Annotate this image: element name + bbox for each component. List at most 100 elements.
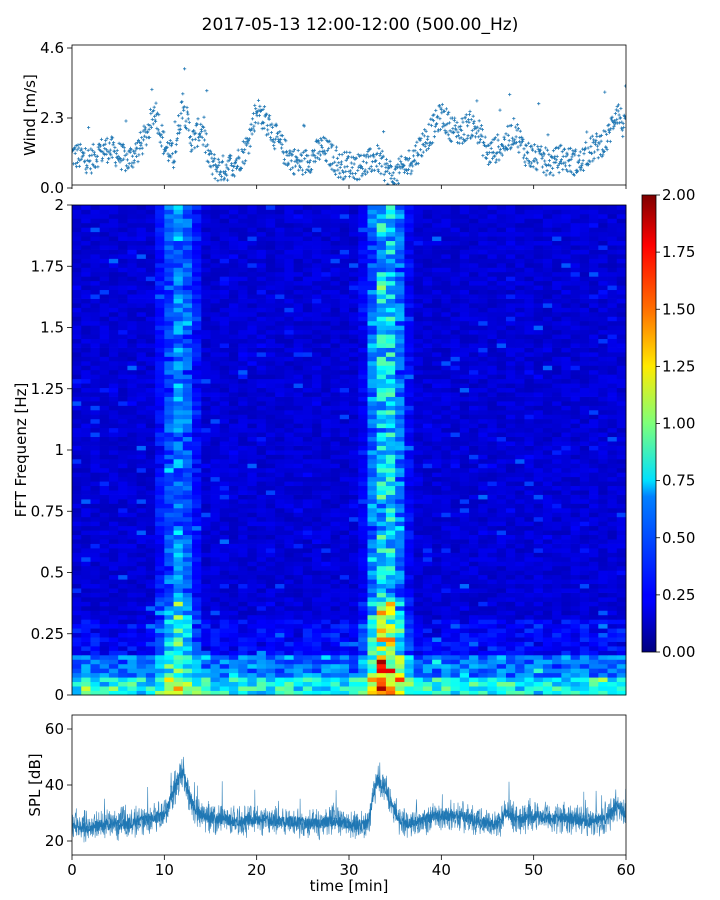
spectrogram-cell <box>210 450 221 455</box>
spectrogram-cell <box>247 343 258 348</box>
spectrogram-cell <box>330 352 341 357</box>
spectrogram-cell <box>312 534 322 540</box>
spectrogram-cell <box>247 597 258 602</box>
spectrogram-cell <box>247 552 258 558</box>
spectrogram-cell <box>579 472 590 478</box>
spectrogram-cell <box>155 601 165 607</box>
spectrogram-cell <box>127 619 138 625</box>
spectrogram-cell <box>99 490 110 495</box>
spectrogram-cell <box>118 356 128 362</box>
spectrogram-cell <box>432 325 442 331</box>
spectrogram-cell <box>238 646 248 651</box>
spectrogram-cell <box>238 668 248 674</box>
spectrogram-cell <box>81 481 91 487</box>
spectrogram-cell <box>219 365 230 371</box>
spectrogram-cell <box>90 659 101 665</box>
spectrogram-cell <box>99 423 110 429</box>
spectrogram-cell <box>275 561 285 567</box>
spectrogram-cell <box>441 454 451 460</box>
spectrogram-cell <box>441 432 451 438</box>
spectrogram-cell <box>395 392 405 397</box>
spectrogram-cell <box>524 392 535 397</box>
spectrogram-cell <box>339 641 350 647</box>
spectrogram-cell <box>118 646 128 651</box>
spectrogram-cell <box>579 610 590 616</box>
spectrogram-cell <box>450 490 461 495</box>
spectrogram-cell <box>469 325 479 331</box>
spectrogram-cell <box>192 503 202 509</box>
spectrogram-cell <box>173 392 184 397</box>
spectrogram-cell <box>469 534 479 540</box>
spectrogram-cell <box>358 525 368 531</box>
spectrogram-cell <box>616 334 627 340</box>
spectrogram-cell <box>81 641 91 647</box>
spectrogram-cell <box>155 574 165 580</box>
spectrogram-cell <box>570 686 581 691</box>
spectrogram-cell <box>395 374 405 380</box>
spectrogram-cell <box>450 383 461 389</box>
spectrogram-cell <box>81 632 91 638</box>
spectrogram-cell <box>164 681 174 687</box>
spectrogram-cell <box>228 583 239 589</box>
spectrogram-cell <box>265 681 276 687</box>
spectrogram-cell <box>256 365 267 371</box>
spectrogram-cell <box>275 681 285 687</box>
spectrogram-cell <box>616 614 627 620</box>
spectrogram-cell <box>496 530 507 536</box>
spectrogram-cell <box>118 686 128 691</box>
spectrogram-cell <box>145 574 156 580</box>
spectrogram-cell <box>376 588 387 593</box>
spectrogram-cell <box>552 521 562 527</box>
spectrogram-cell <box>228 383 239 389</box>
spectrogram-cell <box>533 392 544 397</box>
spectrogram-cell <box>561 654 571 660</box>
spectrogram-cell <box>210 623 221 629</box>
spectrogram-cell <box>376 454 387 460</box>
spectrogram-cell <box>293 556 304 562</box>
spectrogram-cell <box>72 601 82 607</box>
spectrogram-cell <box>118 672 128 678</box>
spectrogram-cell <box>238 525 248 531</box>
spectrogram-cell <box>367 561 378 567</box>
spectrogram-cell <box>145 374 156 380</box>
spectrogram-cell <box>173 481 184 487</box>
spectrogram-cell <box>607 552 618 558</box>
spectrogram-cell <box>145 432 156 438</box>
spectrogram-cell <box>210 490 221 495</box>
spectrogram-cell <box>302 463 313 469</box>
spectrogram-cell <box>210 329 221 335</box>
spectrogram-cell <box>293 360 304 366</box>
spectrogram-cell <box>108 441 119 446</box>
spectrogram-cell <box>173 409 184 415</box>
spectrogram-cell <box>90 436 101 442</box>
spectrogram-cell <box>238 490 248 495</box>
spectrogram-cell <box>312 503 322 509</box>
spectrogram-cell <box>469 383 479 389</box>
spectrogram-cell <box>155 516 165 522</box>
spectrogram-cell <box>598 668 608 674</box>
spectrogram-cell <box>505 499 516 504</box>
spectrogram-cell <box>432 521 442 527</box>
spectrogram-cell <box>284 646 294 651</box>
spectrogram-cell <box>275 329 285 335</box>
spectrogram-cell <box>561 681 571 687</box>
spectrogram-cell <box>459 525 470 531</box>
spectrogram-cell <box>515 681 525 687</box>
spectrogram-cell <box>422 472 433 478</box>
spectrogram-cell <box>570 663 581 669</box>
spectrogram-cell <box>164 383 174 389</box>
spectrogram-cell <box>496 405 507 411</box>
spectrogram-cell <box>265 663 276 669</box>
spectrogram-cell <box>478 356 488 362</box>
spectrogram-cell <box>238 503 248 509</box>
spectrogram-cell <box>413 556 424 562</box>
spectrogram-cell <box>99 588 110 593</box>
spectrogram-cell <box>228 570 239 576</box>
spectrogram-cell <box>552 592 562 598</box>
spectrogram-cell <box>542 432 553 438</box>
spectrogram-cell <box>72 623 82 629</box>
spectrogram-cell <box>108 588 119 593</box>
spectrogram-cell <box>99 387 110 393</box>
spectrogram-cell <box>524 516 535 522</box>
spectrogram-cell <box>247 352 258 357</box>
